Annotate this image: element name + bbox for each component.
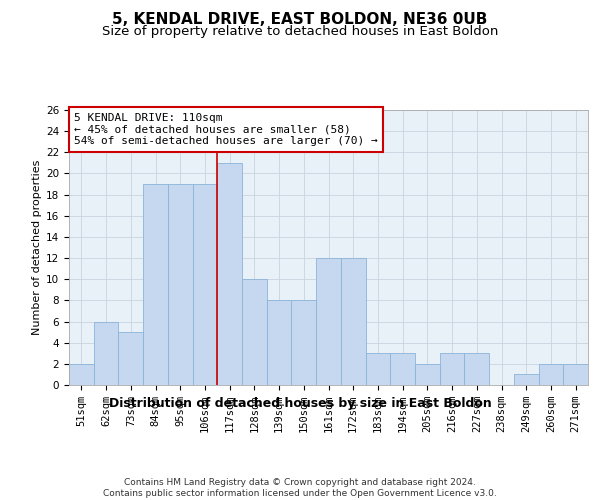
Bar — [292, 300, 316, 385]
Bar — [217, 163, 242, 385]
Bar — [193, 184, 217, 385]
Bar — [242, 279, 267, 385]
Text: 5, KENDAL DRIVE, EAST BOLDON, NE36 0UB: 5, KENDAL DRIVE, EAST BOLDON, NE36 0UB — [112, 12, 488, 28]
Bar — [118, 332, 143, 385]
Bar — [563, 364, 588, 385]
Bar — [143, 184, 168, 385]
Bar — [94, 322, 118, 385]
Bar — [69, 364, 94, 385]
Bar — [514, 374, 539, 385]
Bar — [168, 184, 193, 385]
Text: Size of property relative to detached houses in East Boldon: Size of property relative to detached ho… — [102, 25, 498, 38]
Bar — [267, 300, 292, 385]
Y-axis label: Number of detached properties: Number of detached properties — [32, 160, 42, 335]
Bar — [390, 354, 415, 385]
Bar — [341, 258, 365, 385]
Text: 5 KENDAL DRIVE: 110sqm
← 45% of detached houses are smaller (58)
54% of semi-det: 5 KENDAL DRIVE: 110sqm ← 45% of detached… — [74, 113, 378, 146]
Bar — [440, 354, 464, 385]
Bar — [415, 364, 440, 385]
Text: Contains HM Land Registry data © Crown copyright and database right 2024.
Contai: Contains HM Land Registry data © Crown c… — [103, 478, 497, 498]
Bar — [464, 354, 489, 385]
Bar — [365, 354, 390, 385]
Bar — [539, 364, 563, 385]
Bar — [316, 258, 341, 385]
Text: Distribution of detached houses by size in East Boldon: Distribution of detached houses by size … — [109, 398, 491, 410]
